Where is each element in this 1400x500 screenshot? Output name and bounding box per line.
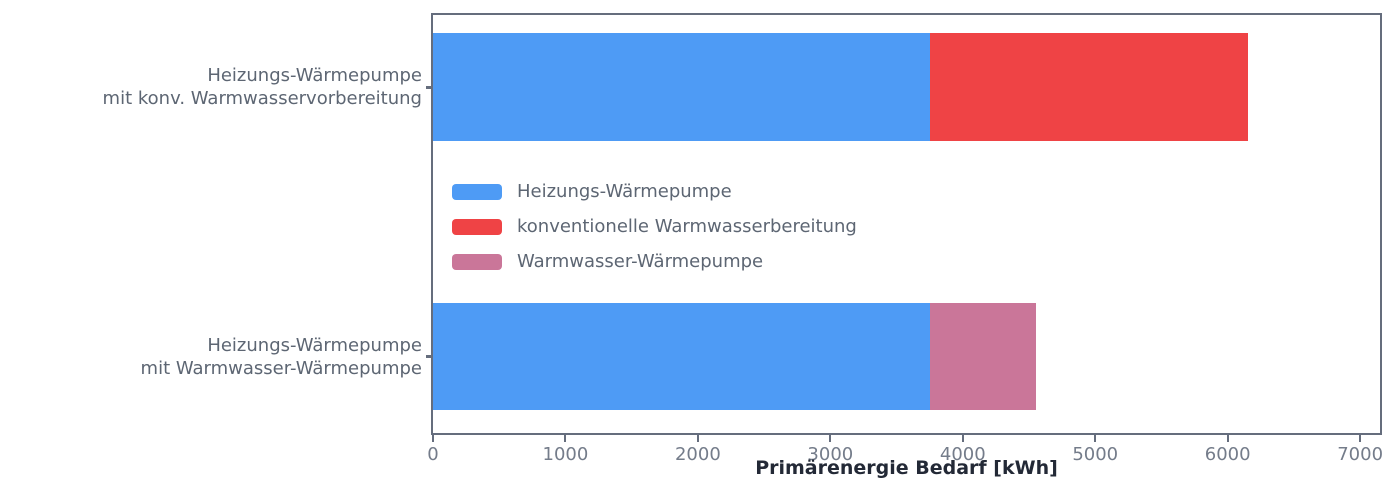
plot-area <box>431 13 1382 435</box>
legend-item: Heizungs-Wärmepumpe <box>452 174 857 209</box>
legend-label: Warmwasser-Wärmepumpe <box>517 251 764 272</box>
x-axis-title: Primärenergie Bedarf [kWh] <box>755 457 1058 479</box>
legend-label: konventionelle Warmwasserbereitung <box>517 216 857 237</box>
legend-item: Warmwasser-Wärmepumpe <box>452 244 857 279</box>
legend-item: konventionelle Warmwasserbereitung <box>452 209 857 244</box>
x-tick-label: 4000 <box>939 444 986 465</box>
x-tick-label: 0 <box>427 444 439 465</box>
x-tick-mark <box>696 433 699 442</box>
x-axis-ticks: 0 1000 2000 3000 4000 5000 6000 7000 <box>427 433 1384 473</box>
bar-segment <box>929 33 1248 141</box>
legend-swatch <box>452 218 502 235</box>
bar-segment <box>929 303 1036 410</box>
x-tick-label: 7000 <box>1337 444 1384 465</box>
legend-swatch <box>452 253 502 270</box>
legend: Heizungs-Wärmepumpe konventionelle Warmwa… <box>452 174 857 279</box>
y-tick-mark <box>426 355 433 358</box>
bar-segment <box>433 303 930 410</box>
y-tick-mark <box>426 85 433 89</box>
x-tick-label: 2000 <box>674 444 721 465</box>
x-tick-mark <box>1094 433 1097 442</box>
x-tick-mark <box>961 433 964 442</box>
x-tick-mark <box>432 433 434 442</box>
y-category-label: Heizungs-Wärmepumpe mit Warmwasser-Wärmep… <box>140 334 422 379</box>
x-tick-mark <box>829 433 832 442</box>
bar-segment <box>433 33 930 141</box>
x-tick-label: 5000 <box>1072 444 1119 465</box>
x-tick-label: 3000 <box>807 444 854 465</box>
legend-swatch <box>452 183 502 200</box>
x-tick-label: 1000 <box>542 444 589 465</box>
y-category-label: Heizungs-Wärmepumpe mit konv. Warmwasserv… <box>102 65 422 109</box>
x-tick-mark <box>1359 433 1362 442</box>
x-tick-mark <box>1226 433 1229 442</box>
bar-row <box>433 33 1248 141</box>
x-tick-mark <box>564 433 567 442</box>
legend-label: Heizungs-Wärmepumpe <box>517 181 732 202</box>
x-tick-label: 6000 <box>1204 444 1251 465</box>
bar-row <box>433 303 1036 410</box>
